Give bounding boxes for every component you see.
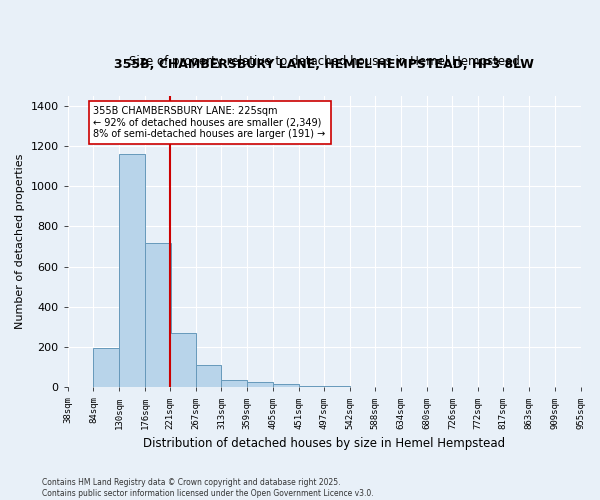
Bar: [350, 387, 375, 388]
Text: Contains HM Land Registry data © Crown copyright and database right 2025.
Contai: Contains HM Land Registry data © Crown c…: [42, 478, 374, 498]
Bar: [273, 384, 299, 388]
Bar: [119, 154, 145, 388]
Bar: [247, 382, 273, 388]
Bar: [299, 386, 325, 388]
Bar: [375, 387, 401, 388]
Title: Size of property relative to detached houses in Hemel Hempstead: Size of property relative to detached ho…: [128, 55, 520, 68]
Text: 355B, CHAMBERSBURY LANE, HEMEL HEMPSTEAD, HP3 8LW: 355B, CHAMBERSBURY LANE, HEMEL HEMPSTEAD…: [114, 58, 534, 71]
X-axis label: Distribution of detached houses by size in Hemel Hempstead: Distribution of detached houses by size …: [143, 437, 505, 450]
Bar: [94, 348, 119, 388]
Bar: [145, 242, 170, 388]
Bar: [325, 386, 350, 388]
Bar: [221, 380, 247, 388]
Bar: [196, 366, 221, 388]
Y-axis label: Number of detached properties: Number of detached properties: [15, 154, 25, 329]
Text: 355B CHAMBERSBURY LANE: 225sqm
← 92% of detached houses are smaller (2,349)
8% o: 355B CHAMBERSBURY LANE: 225sqm ← 92% of …: [94, 106, 326, 139]
Bar: [170, 333, 196, 388]
